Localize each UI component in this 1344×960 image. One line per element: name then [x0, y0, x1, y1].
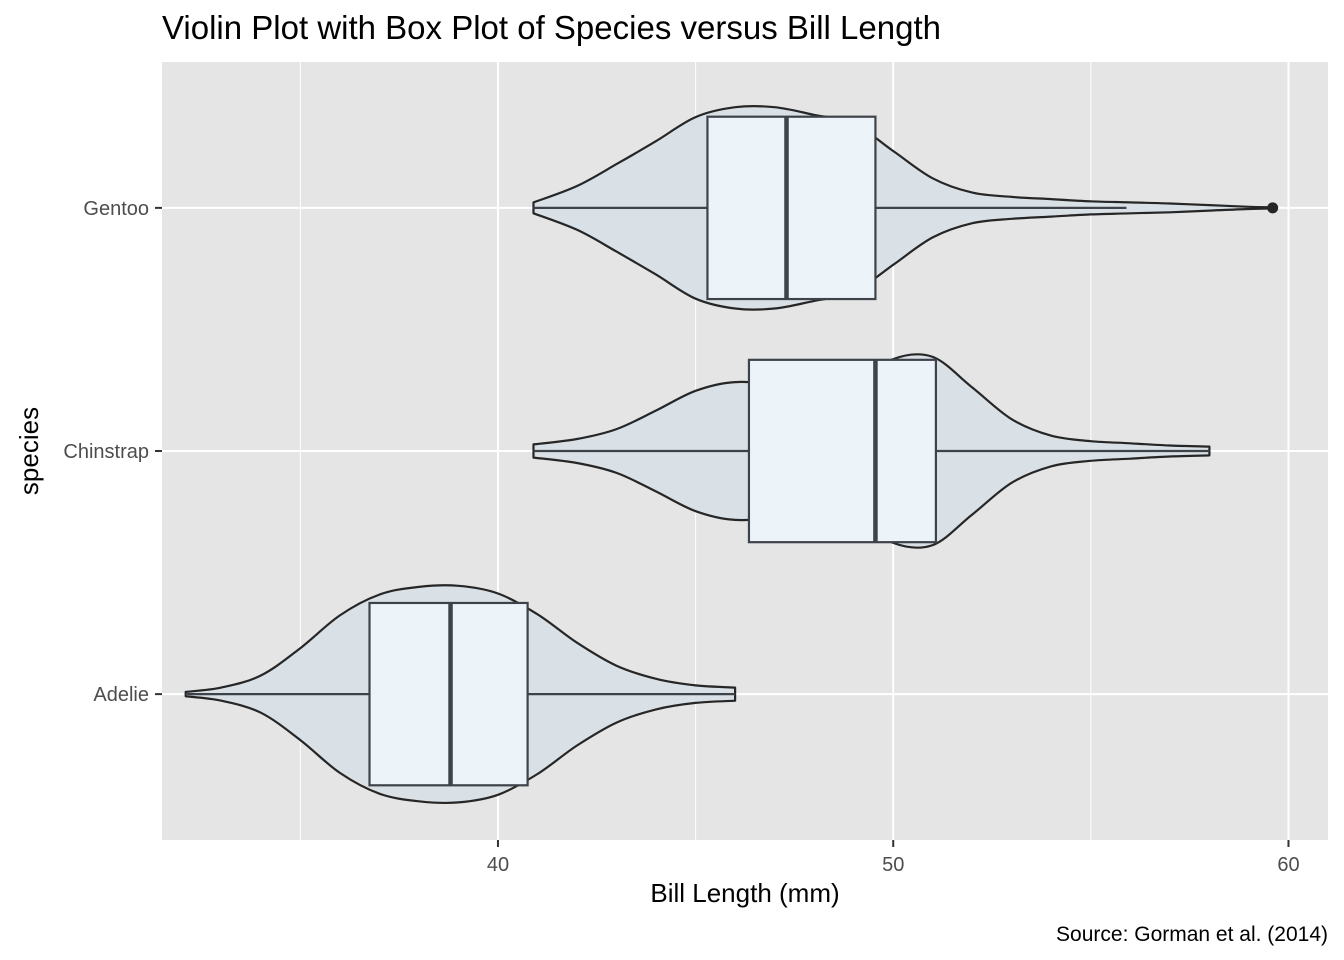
y-tick-label: Adelie	[93, 684, 149, 706]
box-iqr	[706, 115, 877, 301]
box-plots	[185, 115, 1279, 787]
y-tick-label: Chinstrap	[63, 441, 149, 463]
y-tick-label: Gentoo	[83, 198, 149, 220]
chart-title: Violin Plot with Box Plot of Species ver…	[162, 9, 941, 46]
x-tick-label: 60	[1277, 854, 1299, 876]
axes: 40 50 60 Adelie Chinstrap Gentoo	[63, 198, 1299, 876]
boxplot-chinstrap	[533, 358, 1210, 544]
outlier-point	[1267, 202, 1279, 214]
x-tick-label: 50	[882, 854, 904, 876]
caption: Source: Gorman et al. (2014)	[1056, 923, 1328, 946]
boxplot-adelie	[185, 601, 736, 787]
box-iqr	[747, 358, 938, 544]
x-tick-label: 40	[487, 854, 509, 876]
x-axis-label: Bill Length (mm)	[650, 878, 839, 908]
y-axis-label: species	[14, 407, 44, 495]
boxplot-gentoo	[533, 115, 1279, 301]
